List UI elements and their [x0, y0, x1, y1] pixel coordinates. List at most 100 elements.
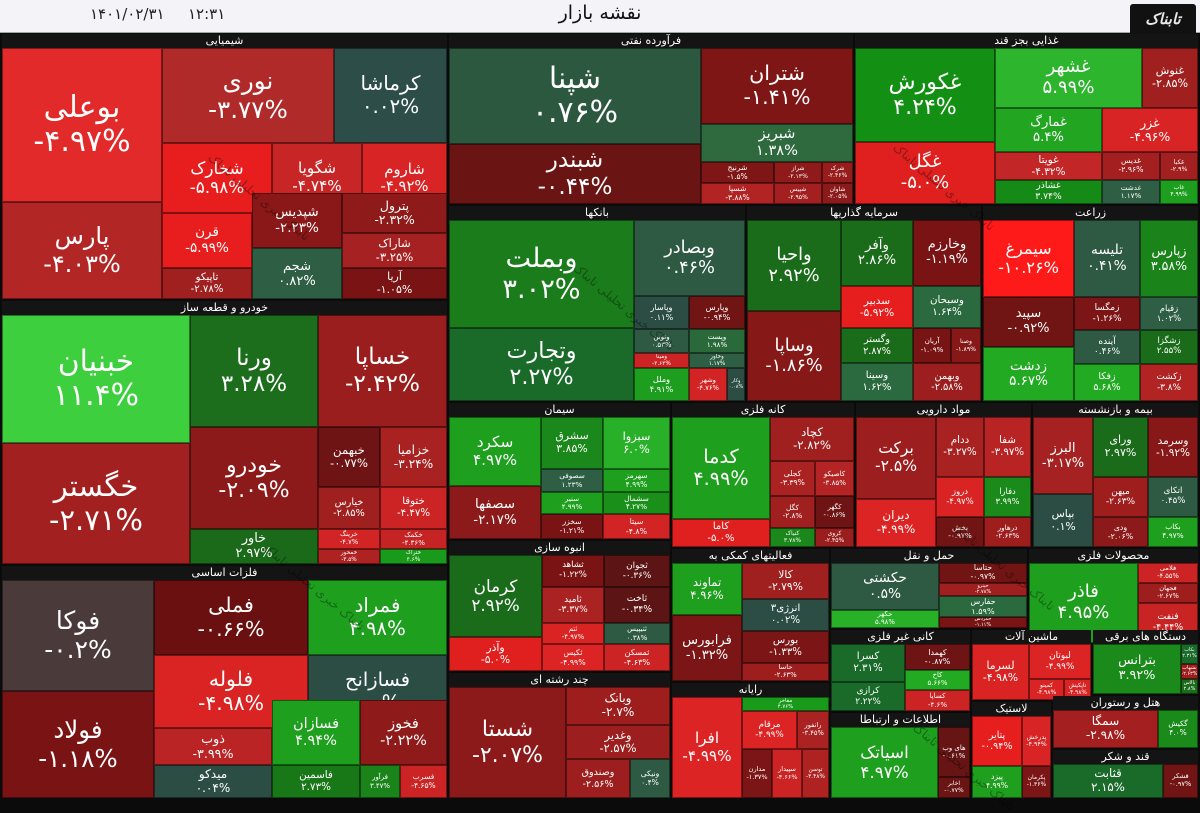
- stock-tile[interactable]: کالا -۲.۷۹%: [742, 563, 829, 599]
- stock-tile[interactable]: بورس -۱.۳۳%: [742, 631, 829, 663]
- stock-tile[interactable]: کسرا ۲.۳۱%: [831, 644, 905, 682]
- stock-tile[interactable]: های وب -۰.۶۱%: [938, 727, 970, 777]
- stock-tile[interactable]: حآسا -۲.۶۳%: [742, 663, 829, 681]
- stock-tile[interactable]: وپارس -۰.۹۴%: [689, 296, 745, 329]
- stock-tile[interactable]: کچاد -۲.۸۲%: [770, 417, 854, 461]
- stock-tile[interactable]: اخابر -۰.۷۷%: [938, 777, 970, 798]
- stock-tile[interactable]: فوکا -۰.۲%: [2, 580, 154, 691]
- stock-tile[interactable]: وپست ۱.۹۸%: [689, 329, 745, 353]
- stock-tile[interactable]: دروز -۴.۹۷%: [936, 477, 984, 517]
- stock-tile[interactable]: خزامیا -۳.۲۴%: [380, 427, 447, 487]
- stock-tile[interactable]: تماوند ۴.۹۶%: [672, 563, 742, 615]
- stock-tile[interactable]: بکاب ۲.۳۱%: [1181, 644, 1198, 664]
- stock-tile[interactable]: ومینا -۴.۶۴%: [634, 353, 689, 368]
- stock-tile[interactable]: وشهر -۴.۷۶%: [689, 368, 727, 401]
- stock-tile[interactable]: آریان -۱.۰۹%: [913, 328, 951, 363]
- stock-tile[interactable]: بشهاب -۲.۶۳%: [1181, 664, 1198, 679]
- stock-tile[interactable]: کدما ۴.۹۹%: [672, 417, 770, 519]
- stock-tile[interactable]: سکرد ۴.۹۷%: [449, 417, 541, 486]
- stock-tile[interactable]: سمگا -۲.۹۸%: [1053, 710, 1158, 748]
- stock-tile[interactable]: سبزوا ۶.۰%: [603, 417, 670, 469]
- stock-tile[interactable]: فلوله -۴.۹۸%: [154, 655, 308, 728]
- stock-tile[interactable]: مرقام -۴.۹۹%: [742, 711, 797, 749]
- stock-tile[interactable]: کنیاک ۳.۷۸%: [770, 528, 815, 547]
- stock-tile[interactable]: گکیش ۴.۰%: [1158, 710, 1198, 748]
- stock-tile[interactable]: ورای ۲.۹۷%: [1093, 417, 1148, 477]
- stock-tile[interactable]: فمراد ۴.۹۸%: [308, 580, 447, 655]
- stock-tile[interactable]: فاذر ۴.۹۵%: [1029, 563, 1138, 643]
- stock-tile[interactable]: شپدیس -۲.۲۳%: [252, 193, 342, 248]
- stock-tile[interactable]: بترانس ۳.۹۲%: [1093, 644, 1181, 694]
- stock-tile[interactable]: اتکای ۰.۴۵%: [1148, 477, 1198, 517]
- stock-tile[interactable]: غاب ۴.۹۹%: [1160, 180, 1198, 204]
- stock-tile[interactable]: بوعلی -۴.۹۷%: [2, 48, 162, 202]
- stock-tile[interactable]: وسینا ۱.۶۲%: [841, 363, 913, 401]
- stock-tile[interactable]: لسرما -۴.۹۸%: [972, 644, 1029, 700]
- stock-tile[interactable]: توسن -۳.۴۸%: [802, 749, 829, 798]
- stock-tile[interactable]: فجهان -۲.۶۷%: [1138, 583, 1198, 603]
- stock-tile[interactable]: سهرمز ۴.۹۹%: [603, 469, 670, 492]
- stock-tile[interactable]: قشکر -۰.۹۷%: [1163, 764, 1198, 798]
- stock-tile[interactable]: فاسمین ۲.۷۳%: [272, 765, 360, 798]
- stock-tile[interactable]: ورنا ۳.۲۸%: [190, 315, 318, 427]
- stock-tile[interactable]: شسپا -۳.۸۸%: [701, 183, 774, 204]
- stock-tile[interactable]: ثاخت -۰.۳۴%: [604, 587, 670, 623]
- stock-tile[interactable]: شراز -۲.۱۳%: [774, 162, 822, 183]
- stock-tile[interactable]: ثتم -۴.۹۷%: [542, 623, 604, 644]
- stock-tile[interactable]: بالاس ۲.۸%: [1181, 679, 1198, 694]
- stock-tile[interactable]: ثتیپیس ۰.۳۸%: [604, 623, 670, 644]
- stock-tile[interactable]: وصنا -۱.۸۹%: [951, 328, 981, 363]
- stock-tile[interactable]: شاراک -۳.۲۵%: [342, 233, 447, 268]
- stock-tile[interactable]: زقیام ۱.۰۲%: [1140, 297, 1198, 330]
- stock-tile[interactable]: حفارس ۱.۵۹%: [939, 596, 1027, 617]
- stock-tile[interactable]: حگهر ۵.۹۸%: [831, 610, 939, 628]
- stock-tile[interactable]: سخزر -۱.۲۱%: [541, 514, 603, 539]
- stock-tile[interactable]: ونیکی ۰.۴%: [630, 759, 670, 798]
- stock-tile[interactable]: غنوش -۲.۸۵%: [1142, 48, 1198, 108]
- stock-tile[interactable]: غشاذر ۳.۷۴%: [995, 180, 1102, 204]
- stock-tile[interactable]: وساپا -۱.۸۶%: [747, 311, 841, 401]
- stock-tile[interactable]: شستا -۲.۰۷%: [449, 687, 566, 798]
- stock-tile[interactable]: غکورش ۴.۲۴%: [855, 48, 995, 142]
- stock-tile[interactable]: زدشت ۵.۶۷%: [983, 347, 1074, 401]
- stock-tile[interactable]: وبانک -۲.۷%: [566, 687, 670, 725]
- stock-tile[interactable]: رانفور -۳.۴۵%: [797, 711, 829, 749]
- stock-tile[interactable]: فخوز -۲.۲۲%: [360, 700, 447, 765]
- stock-tile[interactable]: غویتا -۴.۳۲%: [995, 152, 1102, 180]
- stock-tile[interactable]: وملل ۴.۹۱%: [634, 368, 689, 401]
- stock-tile[interactable]: دیران -۴.۹۹%: [856, 499, 936, 547]
- stock-tile[interactable]: ثکیس -۴.۹۹%: [542, 644, 604, 671]
- stock-tile[interactable]: قرن -۵.۹۹%: [162, 213, 252, 268]
- stock-tile[interactable]: تلیسه ۰.۴۱%: [1074, 220, 1140, 297]
- stock-tile[interactable]: پیزد ۴.۹۹%: [972, 766, 1022, 798]
- stock-tile[interactable]: حکشتی ۰.۵%: [831, 563, 939, 610]
- stock-tile[interactable]: کاما -۵.۰%: [672, 519, 770, 547]
- stock-tile[interactable]: سنیر ۴.۹۹%: [541, 492, 603, 514]
- stock-tile[interactable]: کجلی -۳.۳۹%: [770, 461, 815, 496]
- stock-tile[interactable]: برکت -۲.۵%: [856, 417, 936, 499]
- stock-tile[interactable]: خمحور -۳.۵%: [318, 549, 380, 564]
- stock-tile[interactable]: وآذر -۵.۰%: [449, 637, 542, 671]
- stock-tile[interactable]: وسرمد -۱.۹۲%: [1148, 417, 1198, 477]
- stock-tile[interactable]: قثابت ۲.۱۵%: [1053, 764, 1163, 798]
- stock-tile[interactable]: پترول -۲.۳۲%: [342, 193, 447, 233]
- stock-tile[interactable]: وخارزم -۱.۱۹%: [913, 220, 981, 286]
- stock-tile[interactable]: ختوقا -۴.۴۷%: [380, 487, 447, 529]
- stock-tile[interactable]: فولاد -۱.۱۸%: [2, 691, 154, 798]
- stock-tile[interactable]: اسیاتک ۴.۹۷%: [831, 727, 938, 798]
- stock-tile[interactable]: وسبحان ۱.۶۴%: [913, 286, 981, 328]
- stock-tile[interactable]: خرینگ -۴.۷%: [318, 529, 380, 549]
- stock-tile[interactable]: خبنیان ۱۱.۴%: [2, 315, 190, 443]
- stock-tile[interactable]: وبهمن -۲.۵۸%: [913, 363, 981, 401]
- stock-tile[interactable]: پتایر -۰.۹۴%: [972, 716, 1022, 766]
- stock-tile[interactable]: میهن -۲.۶۳%: [1093, 477, 1148, 517]
- stock-tile[interactable]: غکبا -۲.۹%: [1160, 152, 1198, 180]
- stock-tile[interactable]: وغدیر -۲.۵۷%: [566, 725, 670, 759]
- stock-tile[interactable]: غمارگ ۵.۴%: [995, 108, 1102, 152]
- stock-tile[interactable]: آینده ۰.۴۶%: [1074, 330, 1140, 364]
- stock-tile[interactable]: فملی -۰.۶۶%: [154, 580, 308, 655]
- stock-tile[interactable]: دفارا ۳.۹۹%: [984, 477, 1031, 517]
- stock-tile[interactable]: تاپیکو -۲.۷۸%: [162, 268, 252, 299]
- stock-tile[interactable]: انرژی۳ ۰.۰۲%: [742, 599, 829, 631]
- stock-tile[interactable]: بکاب ۴.۹۷%: [1148, 517, 1198, 547]
